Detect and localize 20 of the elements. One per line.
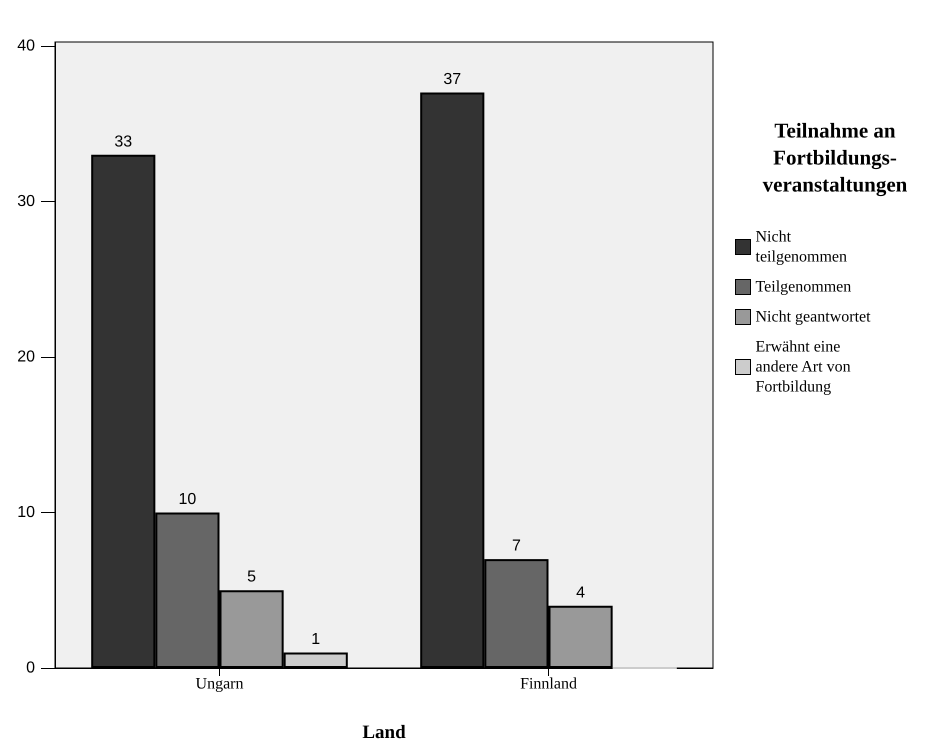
y-tick-label: 30 — [17, 192, 36, 210]
data-label: 4 — [576, 584, 586, 602]
data-label: 37 — [443, 71, 462, 88]
data-label: 10 — [178, 490, 196, 508]
data-label: 5 — [247, 568, 256, 586]
legend-label: Teilgenommen — [756, 278, 852, 296]
data-label: 1 — [311, 630, 320, 648]
data-label: 33 — [114, 133, 132, 150]
x-tick-label: Finnland — [520, 676, 577, 692]
y-tick-label: 10 — [17, 504, 36, 521]
x-tick-label: Ungarn — [196, 676, 244, 692]
legend-label: Nicht geantwortet — [756, 308, 872, 326]
y-tick-label: 20 — [17, 348, 36, 366]
legend-title: Teilnahme an Fortbildungs-veranstaltungen — [762, 118, 908, 196]
legend-label: Nicht teilgenommen — [756, 228, 848, 266]
x-axis-title: Land — [362, 722, 406, 743]
legend-label: Erwähnt eine andere Art von Fortbildung — [756, 338, 855, 396]
data-label: 7 — [512, 538, 521, 555]
y-tick-label: 0 — [26, 660, 36, 676]
y-tick-label: 40 — [17, 37, 36, 54]
